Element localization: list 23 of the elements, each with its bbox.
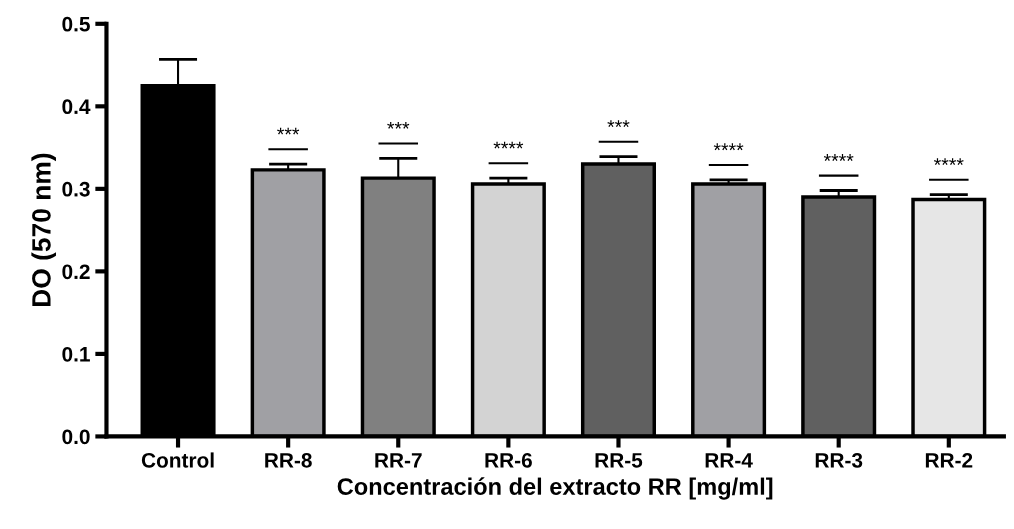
annotation: **** (933, 158, 964, 166)
annotation: **** (713, 143, 744, 151)
x-tick-label: RR-4 (705, 453, 753, 468)
y-tick-label: 0.3 (62, 181, 90, 197)
x-tick-label: RR-7 (375, 453, 422, 468)
y-axis-title: DO (570 nm) (31, 153, 56, 307)
annotation: **** (823, 154, 854, 161)
y-tick-label: 0.4 (62, 99, 91, 115)
x-tick-label: RR-5 (595, 453, 643, 468)
x-tick-label: RR-3 (815, 452, 863, 468)
x-tick-label: RR-8 (265, 452, 312, 468)
y-tick-label: 0.0 (62, 429, 90, 445)
annotation: **** (493, 141, 524, 149)
annotation: *** (607, 120, 630, 128)
x-axis-title: Concentración del extracto RR [mg/ml] (337, 477, 773, 500)
y-tick-label: 0.1 (62, 346, 90, 362)
annotation: *** (277, 127, 300, 135)
y-tick-label: 0.2 (62, 264, 90, 280)
x-tick-label: Control (141, 452, 214, 468)
y-tick-label: 0.5 (62, 16, 90, 32)
x-tick-label: RR-2 (925, 452, 973, 468)
annotation: *** (387, 121, 410, 129)
x-tick-label: RR-6 (485, 452, 532, 468)
